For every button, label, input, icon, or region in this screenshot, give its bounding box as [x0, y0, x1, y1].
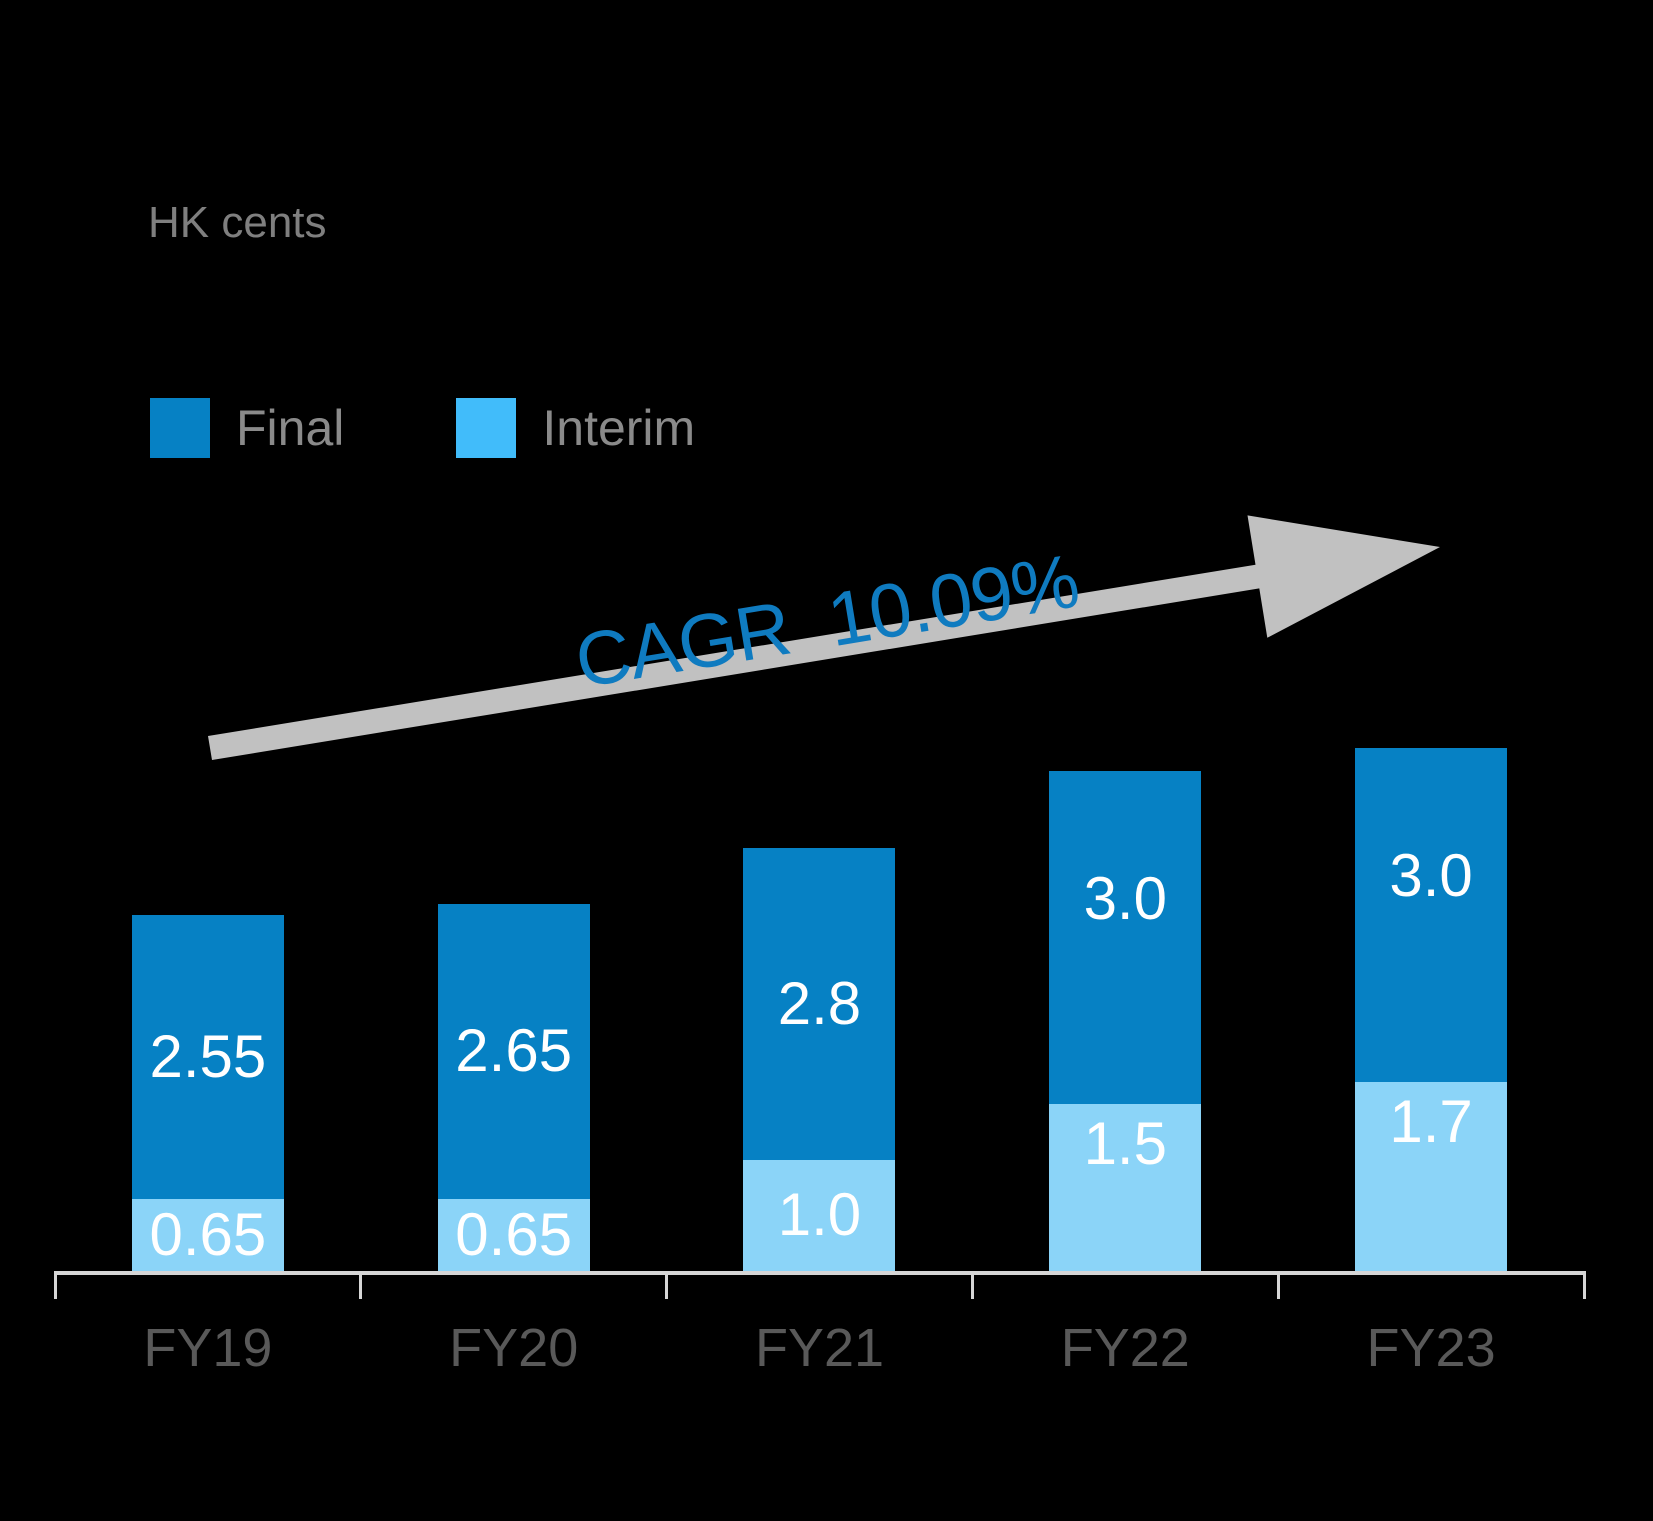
legend-label-interim: Interim: [542, 400, 696, 456]
value-label-interim: 1.0: [777, 1181, 862, 1249]
axis-tick: [1582, 1271, 1586, 1299]
x-axis-label-fy21: FY21: [754, 1318, 885, 1378]
x-axis-label-fy22: FY22: [1060, 1318, 1190, 1378]
value-label-final: 3.0: [1083, 864, 1167, 932]
value-label-final: 3.0: [1389, 842, 1473, 910]
value-label-interim: 0.65: [149, 1200, 267, 1268]
stacked-bar: 3.0 1.5: [1049, 770, 1202, 1271]
bar-segment-interim: 0.65: [437, 1198, 590, 1271]
bar-group-fy19: 2.55 0.65: [55, 631, 361, 1271]
axis-tick: [1276, 1271, 1280, 1299]
legend-label-final: Final: [236, 400, 345, 456]
bar-segment-final: 3.0: [1355, 748, 1508, 1082]
value-label-interim: 1.7: [1389, 1087, 1473, 1155]
bar-segment-final: 3.0: [1049, 770, 1202, 1105]
unit-label: HK cents: [148, 198, 327, 247]
value-label-final: 2.8: [777, 970, 862, 1038]
axis-tick: [359, 1271, 363, 1299]
value-label-interim: 0.65: [455, 1200, 573, 1268]
bar-segment-interim: 1.0: [743, 1159, 896, 1271]
stacked-bar: 2.55 0.65: [131, 915, 284, 1271]
value-label-final: 2.65: [455, 1017, 573, 1085]
bar-group-fy20: 2.65 0.65: [361, 631, 667, 1271]
legend-swatch-interim: [456, 398, 517, 458]
stacked-bar: 2.65 0.65: [437, 904, 590, 1271]
value-label-final: 2.55: [149, 1022, 267, 1090]
x-axis-labels: FY19 FY20 FY21 FY22 FY23: [55, 1316, 1584, 1381]
bar-segment-final: 2.55: [131, 915, 284, 1199]
stacked-bar: 3.0 1.7: [1355, 748, 1508, 1271]
bar-segment-interim: 1.5: [1049, 1104, 1202, 1271]
bar-segment-final: 2.8: [743, 848, 896, 1160]
legend: Final Interim: [150, 398, 695, 458]
bar-group-fy21: 2.8 1.0: [667, 631, 973, 1271]
axis-tick: [970, 1271, 974, 1299]
stacked-bar: 2.8 1.0: [743, 848, 896, 1271]
axis-tick: [665, 1271, 669, 1299]
x-axis-label-fy19: FY19: [143, 1318, 273, 1378]
bar-group-fy22: 3.0 1.5: [972, 631, 1278, 1271]
x-axis-line: [55, 1271, 1584, 1275]
bar-segment-interim: 0.65: [131, 1198, 284, 1271]
legend-swatch-final: [150, 398, 210, 458]
value-label-interim: 1.5: [1083, 1110, 1167, 1178]
bar-segment-interim: 1.7: [1355, 1081, 1508, 1271]
x-axis-label-fy23: FY23: [1366, 1318, 1496, 1378]
x-axis-label-fy20: FY20: [449, 1318, 579, 1378]
plot-area: 2.55 0.65 2.65 0.65 2.8: [55, 631, 1584, 1271]
bar-group-fy23: 3.0 1.7: [1278, 631, 1584, 1271]
bar-segment-final: 2.65: [437, 904, 590, 1199]
axis-tick: [53, 1271, 57, 1299]
